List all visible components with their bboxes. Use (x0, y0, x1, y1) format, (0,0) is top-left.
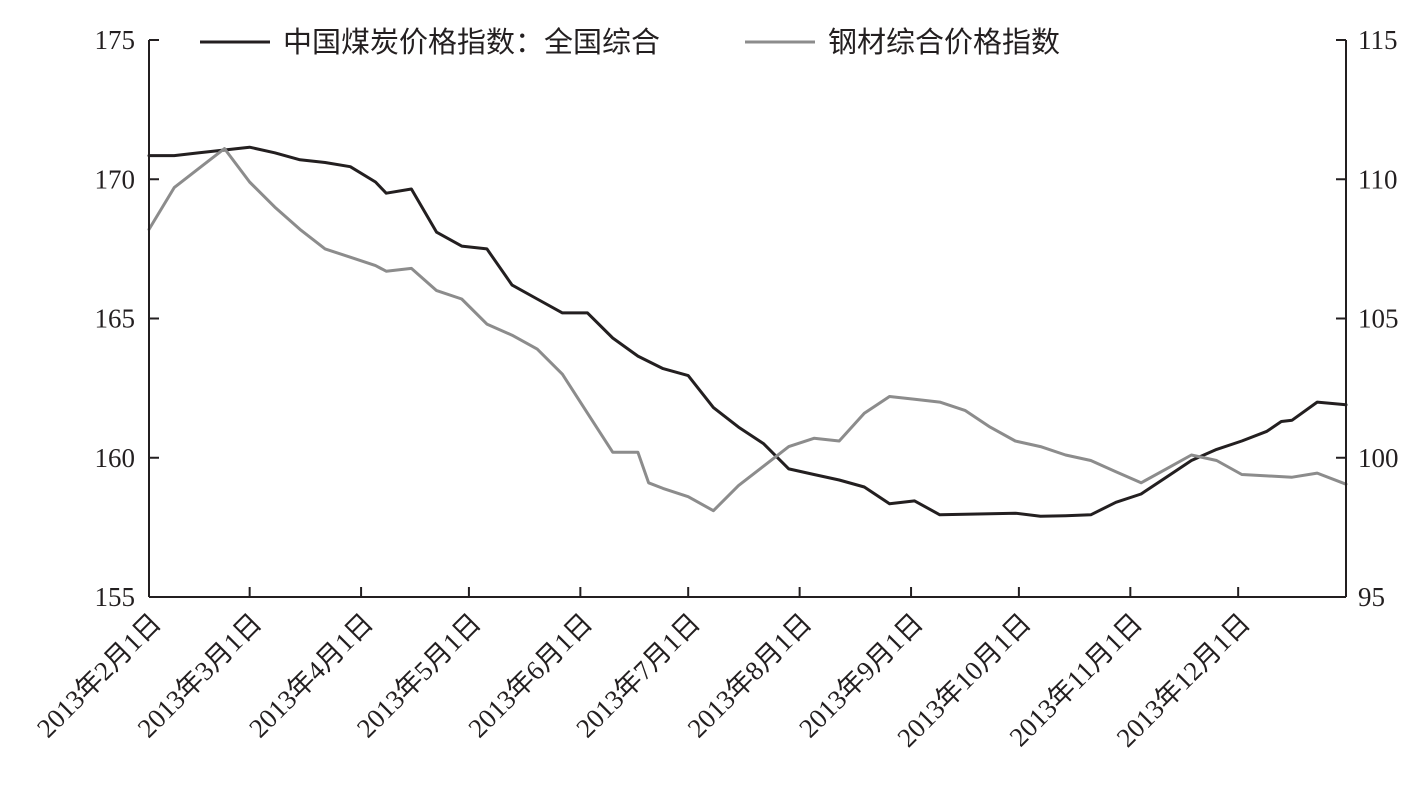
y-left-tick-label: 160 (95, 443, 136, 473)
y-left-tick-label: 155 (95, 582, 136, 612)
axes: 155160165170175951001051101152013年2月1日20… (31, 25, 1398, 753)
legend-label: 钢材综合价格指数 (828, 25, 1060, 59)
legend-label: 中国煤炭价格指数：全国综合 (283, 25, 660, 59)
y-left-tick-label: 165 (95, 304, 136, 334)
y-right-tick-label: 110 (1358, 164, 1398, 194)
y-right-tick-label: 115 (1358, 25, 1398, 55)
series-line-coal (147, 145, 1348, 518)
series-line-steel (147, 147, 1348, 513)
y-right-tick-label: 105 (1358, 304, 1399, 334)
y-right-tick-label: 100 (1358, 443, 1399, 473)
y-right-tick-label: 95 (1358, 582, 1385, 612)
y-left-tick-label: 170 (95, 164, 136, 194)
plot-area (147, 145, 1348, 518)
legend: 中国煤炭价格指数：全国综合 钢材综合价格指数 (200, 25, 1060, 59)
y-left-tick-label: 175 (95, 25, 136, 55)
